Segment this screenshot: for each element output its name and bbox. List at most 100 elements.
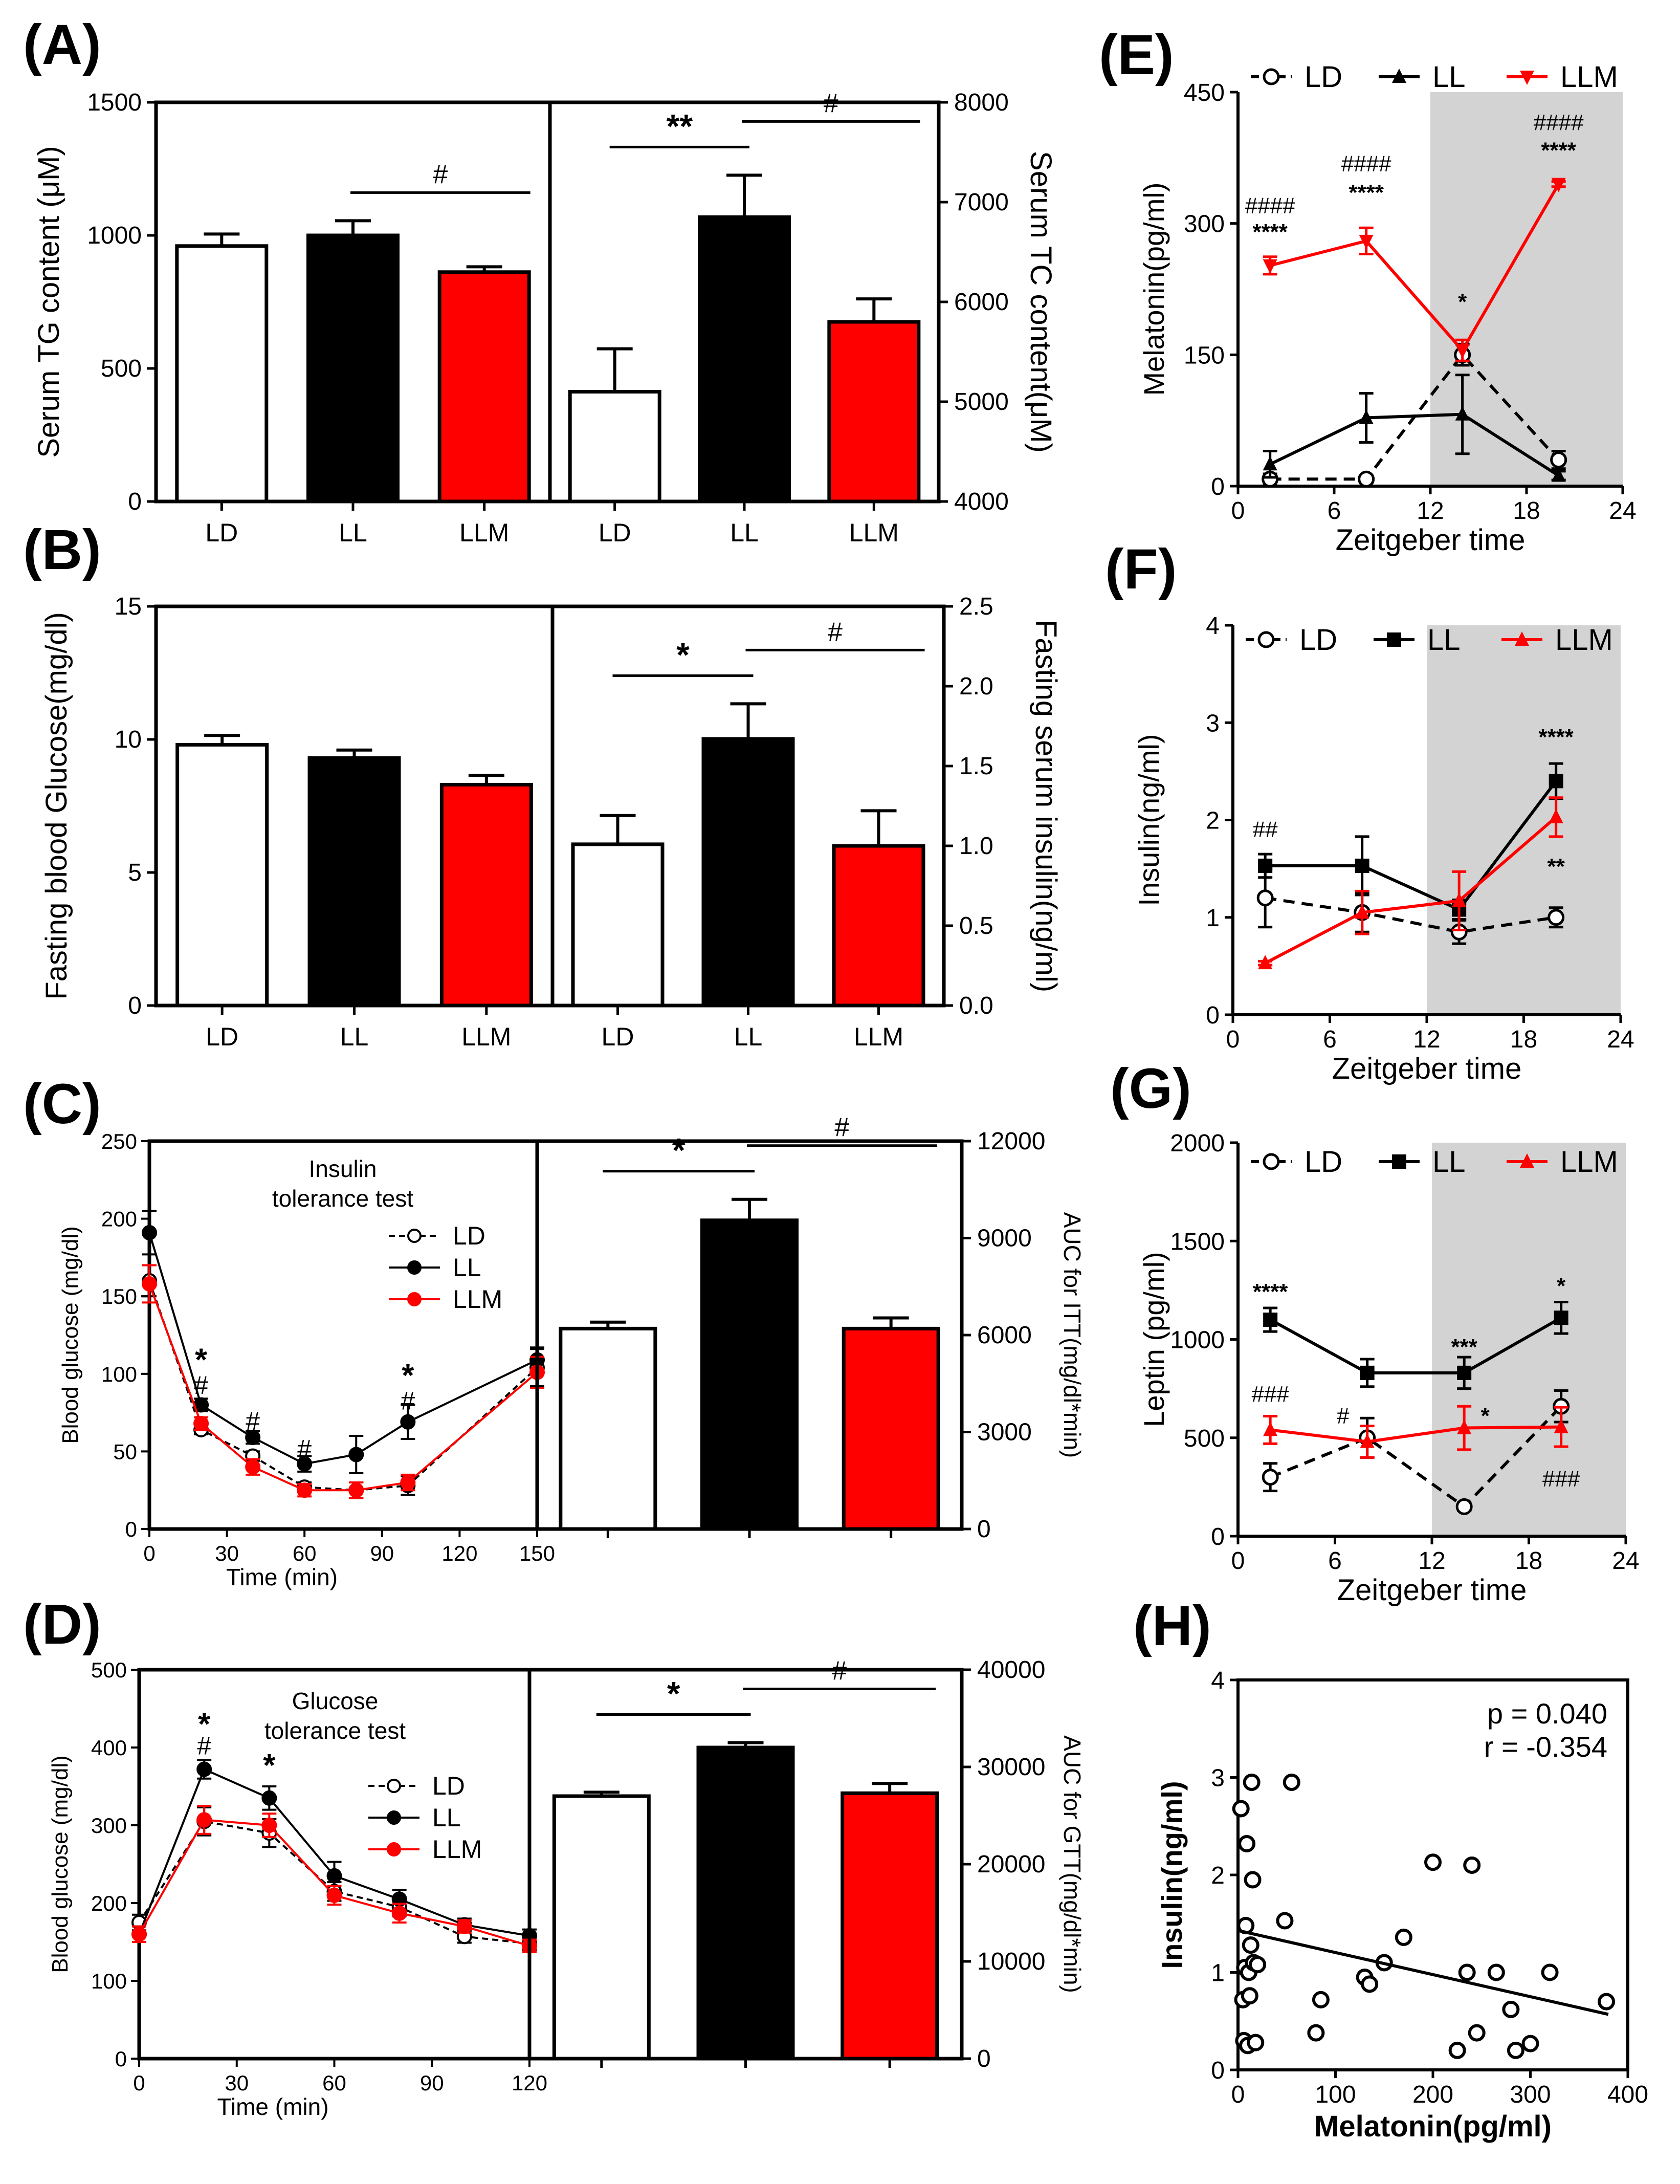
significance-mark: # (433, 160, 448, 189)
x-tick-label: LLM (854, 1022, 903, 1051)
scatter-point (1463, 1856, 1481, 1874)
legend-marker (1392, 69, 1406, 83)
bar-llm (437, 270, 531, 504)
x-tick-label: LD (602, 1022, 634, 1051)
y-tick-label: 0 (128, 992, 142, 1019)
y-axis-label: Melatonin(pg/ml) (1138, 182, 1170, 396)
y-tick-label: 8000 (954, 89, 1009, 116)
bar-ld (552, 1794, 651, 2061)
data-point-ll (261, 1790, 277, 1806)
legend-marker (1520, 1153, 1534, 1168)
significance-mark: ** (667, 107, 693, 145)
significance-mark: * (1458, 290, 1467, 315)
plot-frame (147, 1139, 537, 1531)
y-tick-label: 0.5 (959, 912, 993, 940)
data-point-llm (245, 1459, 261, 1475)
y-tick-label: 2.0 (959, 673, 993, 700)
legend-label-ll: LL (1432, 1145, 1466, 1178)
x-axis-label: Zeitgeber time (1336, 523, 1526, 557)
y-tick-label: 1.5 (959, 753, 993, 780)
data-point-ll (1551, 467, 1566, 482)
y-tick-label: 0.0 (959, 992, 993, 1019)
data-point-ld (1358, 470, 1375, 488)
y-axis-label: Serum TG content (μM) (32, 146, 65, 457)
data-point-llm (1455, 344, 1470, 359)
y-tick-label: 300 (91, 1814, 127, 1838)
y-tick-label: 0 (1211, 1523, 1225, 1550)
significance-mark: # (194, 1371, 208, 1400)
y-tick-label: 1 (1211, 1960, 1225, 1987)
y-axis-label: AUC for GTT(mg/dl*min) (1059, 1735, 1086, 1993)
y-axis-label: Serum TC content(μM) (1024, 151, 1057, 453)
data-point-llm (1258, 955, 1273, 970)
y-tick-label: 5000 (954, 388, 1009, 416)
x-axis-label: Time (min) (226, 1564, 338, 1590)
data-point-llm (193, 1415, 209, 1431)
data-point-llm (1551, 178, 1566, 192)
data-point-llm (348, 1482, 364, 1498)
y-tick-label: 150 (101, 1284, 137, 1308)
y-tick-label: 1500 (1170, 1228, 1225, 1255)
x-tick-label: 120 (512, 2071, 547, 2095)
legend-label-llm: LLM (453, 1285, 502, 1314)
x-tick-label: 120 (441, 1541, 477, 1565)
significance-mark: **** (1252, 220, 1288, 245)
significance-mark: * (1481, 1403, 1490, 1428)
y-tick-label: 7000 (954, 189, 1009, 216)
y-tick-label: 4000 (954, 488, 1009, 515)
y-tick-label: 2.5 (959, 593, 993, 620)
x-tick-label: 0 (1231, 2081, 1245, 2108)
x-tick-label: 400 (1607, 2081, 1648, 2108)
x-tick-label: LL (339, 518, 367, 547)
scatter-point (1276, 1912, 1294, 1930)
y-tick-label: 200 (91, 1891, 127, 1915)
bar-ld (175, 244, 269, 504)
bar-ll (696, 1745, 795, 2061)
chart-a-right: 4000 5000 6000 7000 8000 Serum TC content(μM)… (548, 89, 1057, 547)
x-tick-label: 30 (225, 2071, 249, 2095)
significance-mark: * (402, 1358, 414, 1393)
x-tick-label: 60 (293, 1541, 317, 1565)
x-tick-label: 90 (420, 2071, 444, 2095)
panel-label-d: (D) (23, 1593, 101, 1656)
legend-label-llm: LLM (432, 1835, 482, 1864)
scatter-point (1507, 2041, 1524, 2059)
significance-mark: **** (1541, 138, 1576, 163)
x-tick-label: 150 (519, 1541, 555, 1565)
data-point-llm (297, 1482, 313, 1498)
y-tick-label: 3 (1211, 1765, 1225, 1792)
legend-label-ld: LD (1305, 1145, 1342, 1178)
bar-ld (559, 1326, 657, 1531)
scatter-point (1241, 1987, 1258, 2005)
significance-mark: * (198, 1707, 211, 1742)
legend-label-ll: LL (1427, 623, 1461, 657)
significance-mark: ### (1251, 1382, 1289, 1407)
chart-c-right: 0 3000 6000 9000 12000 AUC for ITT(mg/dl*min)… (535, 1113, 1086, 1543)
y-tick-label: 100 (91, 1969, 127, 1993)
scatter-point (1242, 1936, 1259, 1954)
legend-label-ld: LD (1305, 60, 1342, 94)
legend-marker (387, 1810, 401, 1825)
x-tick-label: 6 (1323, 1026, 1337, 1053)
data-point-llm (1359, 234, 1374, 249)
scatter-point (1232, 1800, 1250, 1818)
y-tick-label: 0 (115, 2047, 127, 2071)
x-tick-label: LLM (461, 1022, 511, 1051)
significance-mark: ### (1542, 1466, 1580, 1491)
legend-marker (1257, 631, 1275, 648)
bar-llm (842, 1326, 940, 1531)
y-tick-label: 0 (1211, 473, 1225, 500)
y-tick-label: 500 (91, 1658, 127, 1682)
bar-ll (698, 215, 791, 504)
x-tick-label: 0 (133, 2071, 145, 2095)
scatter-point (1598, 1993, 1616, 2011)
significance-mark: ** (1548, 854, 1565, 879)
significance-mark: * (263, 1748, 276, 1783)
scatter-point (1521, 2035, 1539, 2052)
legend-label-ld: LD (1299, 623, 1337, 657)
data-point-llm (1452, 892, 1467, 907)
y-tick-label: 12000 (977, 1128, 1045, 1155)
data-point-ll (1263, 1313, 1278, 1327)
significance-mark: # (834, 1113, 849, 1143)
